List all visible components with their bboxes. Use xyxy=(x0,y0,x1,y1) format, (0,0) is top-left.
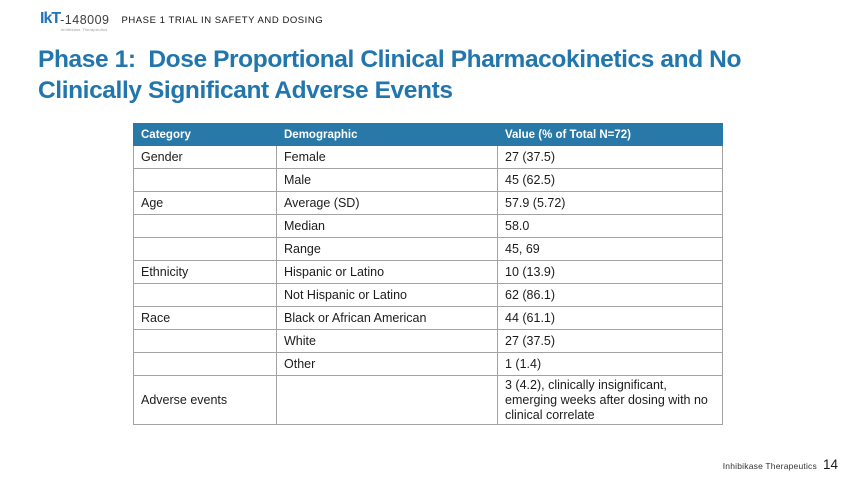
category-cell xyxy=(133,237,277,261)
header-value: Value (% of Total N=72) xyxy=(497,123,723,146)
header-demographic: Demographic xyxy=(276,123,498,146)
table-header: Category Demographic Value (% of Total N… xyxy=(133,123,723,146)
category-cell xyxy=(133,283,277,307)
value-cell: 45, 69 xyxy=(497,237,723,261)
value-cell: 57.9 (5.72) xyxy=(497,191,723,215)
footer-company-name: Inhibikase Therapeutics xyxy=(722,461,817,471)
value-cell: 27 (37.5) xyxy=(497,329,723,353)
table-row: White 27 (37.5) xyxy=(133,329,723,353)
value-cell: 44 (61.1) xyxy=(497,306,723,330)
table-row: Male 45 (62.5) xyxy=(133,168,723,192)
value-cell: 58.0 xyxy=(497,214,723,238)
category-cell xyxy=(133,214,277,238)
demographic-cell: White xyxy=(276,329,498,353)
table-row: Age Average (SD) 57.9 (5.72) xyxy=(133,191,723,215)
demographics-table: Category Demographic Value (% of Total N… xyxy=(133,123,723,426)
demographic-cell: Not Hispanic or Latino xyxy=(276,283,498,307)
demographic-cell: Black or African American xyxy=(276,306,498,330)
table-row: Median 58.0 xyxy=(133,214,723,238)
category-cell: Ethnicity xyxy=(133,260,277,284)
category-cell: Adverse events xyxy=(133,374,277,426)
category-cell xyxy=(133,329,277,353)
slide-title-line-2: Clinically Significant Adverse Events xyxy=(38,77,453,104)
category-cell xyxy=(133,352,277,376)
slide-footer: Inhibikase Therapeutics 14 xyxy=(723,457,838,472)
table-row: Gender Female 27 (37.5) xyxy=(133,145,723,169)
table-row: Other 1 (1.4) xyxy=(133,352,723,376)
slide-title: Phase 1: Dose Proportional Clinical Phar… xyxy=(38,44,838,106)
table-row: Not Hispanic or Latino 62 (86.1) xyxy=(133,283,723,307)
category-cell: Gender xyxy=(133,145,277,169)
value-cell: 45 (62.5) xyxy=(497,168,723,192)
header-category: Category xyxy=(133,123,277,146)
demographic-cell: Hispanic or Latino xyxy=(276,260,498,284)
demographic-cell: Female xyxy=(276,145,498,169)
brand-bar: IkT -148009 Inhibikase Therapeutics PHASE… xyxy=(40,11,323,32)
value-cell: 3 (4.2), clinically insignificant, emerg… xyxy=(497,374,723,426)
logo-model-number: -148009 xyxy=(60,13,110,27)
table-row: Ethnicity Hispanic or Latino 10 (13.9) xyxy=(133,260,723,284)
table-row: Adverse events 3 (4.2), clinically insig… xyxy=(133,374,723,426)
table-header-row: Category Demographic Value (% of Total N… xyxy=(133,123,723,146)
category-cell xyxy=(133,168,277,192)
demographic-cell: Median xyxy=(276,214,498,238)
value-cell: 27 (37.5) xyxy=(497,145,723,169)
demographic-cell: Average (SD) xyxy=(276,191,498,215)
slide-title-line-1: Phase 1: Dose Proportional Clinical Phar… xyxy=(38,46,742,73)
footer-page-number: 14 xyxy=(822,457,838,472)
category-cell: Race xyxy=(133,306,277,330)
demographic-cell: Male xyxy=(276,168,498,192)
table-row: Range 45, 69 xyxy=(133,237,723,261)
table-body: Gender Female 27 (37.5) Male 45 (62.5) A… xyxy=(133,145,723,426)
logo-wordmark: IkT -148009 xyxy=(40,11,110,27)
category-cell: Age xyxy=(133,191,277,215)
demographic-cell xyxy=(276,374,498,426)
value-cell: 62 (86.1) xyxy=(497,283,723,307)
logo-brand-text: IkT xyxy=(40,10,61,27)
table-row: Race Black or African American 44 (61.1) xyxy=(133,306,723,330)
demographic-cell: Other xyxy=(276,352,498,376)
company-logo: IkT -148009 Inhibikase Therapeutics xyxy=(40,11,110,32)
demographic-cell: Range xyxy=(276,237,498,261)
value-cell: 1 (1.4) xyxy=(497,352,723,376)
slide-eyebrow: PHASE 1 TRIAL IN SAFETY AND DOSING xyxy=(121,15,324,26)
logo-tagline: Inhibikase Therapeutics xyxy=(60,27,108,32)
value-cell: 10 (13.9) xyxy=(497,260,723,284)
